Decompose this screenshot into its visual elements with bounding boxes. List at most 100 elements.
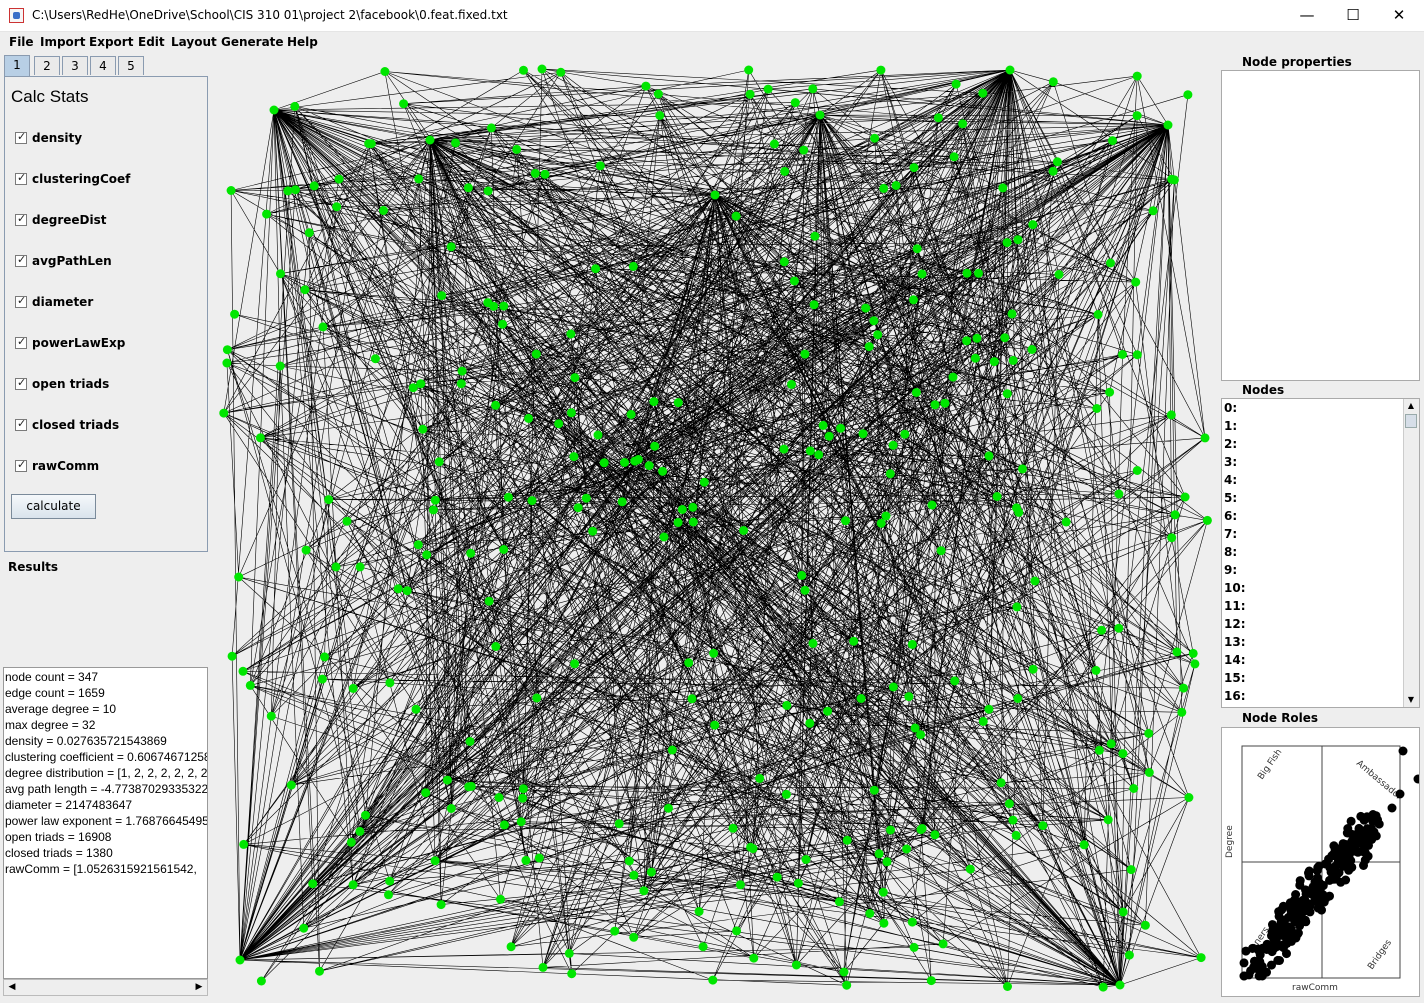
graph-node[interactable] [888, 440, 898, 450]
graph-node[interactable] [659, 532, 669, 542]
graph-node[interactable] [1038, 821, 1048, 831]
graph-node[interactable] [639, 886, 649, 896]
graph-node[interactable] [888, 682, 898, 692]
close-button[interactable]: ✕ [1392, 6, 1406, 24]
graph-node[interactable] [532, 693, 542, 703]
graph-node[interactable] [748, 844, 758, 854]
graph-node[interactable] [628, 261, 638, 271]
graph-node[interactable] [824, 431, 834, 441]
graph-node[interactable] [805, 718, 815, 728]
graph-nodes[interactable] [219, 64, 1212, 992]
graph-node[interactable] [1054, 270, 1064, 279]
graph-node[interactable] [483, 298, 493, 308]
graph-node[interactable] [385, 876, 395, 886]
graph-node[interactable] [219, 408, 229, 418]
graph-node[interactable] [965, 864, 975, 874]
graph-node[interactable] [808, 84, 818, 94]
graph-node[interactable] [413, 540, 423, 550]
graph-node[interactable] [379, 206, 388, 215]
graph-node[interactable] [537, 64, 547, 74]
graph-node[interactable] [399, 99, 409, 109]
graph-node[interactable] [1183, 90, 1193, 100]
graph-node[interactable] [926, 976, 936, 986]
graph-node[interactable] [1030, 576, 1040, 586]
graph-node[interactable] [911, 388, 921, 397]
graph-node[interactable] [486, 123, 496, 133]
graph-node[interactable] [269, 105, 279, 115]
graph-node[interactable] [239, 839, 249, 849]
graph-node[interactable] [499, 820, 509, 830]
graph-node[interactable] [787, 379, 796, 389]
graph-node[interactable] [1129, 784, 1139, 793]
graph-node[interactable] [818, 420, 828, 430]
graph-node[interactable] [799, 145, 809, 155]
graph-node[interactable] [1011, 830, 1021, 840]
graph-node[interactable] [620, 458, 629, 467]
graph-node[interactable] [402, 586, 412, 596]
graph-node[interactable] [869, 785, 879, 795]
graph-node[interactable] [567, 969, 577, 979]
graph-node[interactable] [309, 181, 319, 191]
graph-node[interactable] [1132, 71, 1142, 81]
node-list-item[interactable]: 0: [1224, 401, 1238, 415]
graph-node[interactable] [749, 953, 759, 963]
graph-node[interactable] [234, 572, 244, 582]
graph-node[interactable] [408, 383, 418, 393]
graph-node[interactable] [222, 345, 232, 355]
graph-node[interactable] [570, 373, 580, 383]
scroll-up-arrow-icon[interactable]: ▲ [1407, 401, 1415, 410]
graph-node[interactable] [958, 119, 968, 129]
graph-node[interactable] [484, 596, 494, 606]
graph-node[interactable] [1061, 517, 1071, 527]
graph-node[interactable] [491, 400, 501, 410]
graph-node[interactable] [230, 309, 240, 319]
graph-node[interactable] [425, 135, 435, 145]
nodes-list[interactable]: 0: 1: 2: 3: 4: 5: 6: 7: 8: 9: 10: 11: 12: 13: 14: 15: 16… [1221, 398, 1420, 708]
graph-canvas[interactable] [210, 55, 1220, 999]
graph-node[interactable] [688, 517, 698, 527]
node-list-item[interactable]: 15: [1224, 671, 1246, 685]
graph-node[interactable] [1098, 982, 1108, 992]
graph-node[interactable] [881, 511, 891, 521]
results-text-area[interactable]: node count = 347 edge count = 1659 average… [3, 667, 208, 979]
graph-node[interactable] [917, 269, 927, 279]
graph-node[interactable] [688, 502, 698, 512]
graph-node[interactable] [1003, 982, 1012, 991]
graph-node[interactable] [1140, 920, 1150, 930]
graph-node[interactable] [466, 781, 476, 791]
graph-node[interactable] [430, 856, 440, 866]
graph-node[interactable] [673, 518, 683, 527]
graph-node[interactable] [772, 872, 782, 882]
graph-node[interactable] [989, 357, 999, 367]
graph-node[interactable] [1188, 648, 1198, 658]
graph-node[interactable] [451, 138, 460, 148]
graph-node[interactable] [348, 880, 358, 890]
graph-node[interactable] [891, 181, 901, 190]
graph-node[interactable] [780, 166, 790, 176]
graph-node[interactable] [1180, 492, 1190, 502]
graph-node[interactable] [566, 329, 576, 339]
graph-node[interactable] [238, 666, 248, 676]
graph-node[interactable] [653, 89, 663, 99]
graph-node[interactable] [735, 880, 745, 890]
graph-node[interactable] [970, 353, 980, 363]
graph-node[interactable] [524, 413, 534, 423]
graph-node[interactable] [617, 497, 627, 507]
graph-node[interactable] [518, 784, 528, 794]
graph-node[interactable] [599, 458, 609, 468]
graph-node[interactable] [916, 730, 926, 740]
graph-node[interactable] [673, 398, 683, 408]
graph-node[interactable] [446, 242, 456, 252]
graph-node[interactable] [876, 518, 886, 528]
graph-node[interactable] [917, 824, 927, 833]
graph-node[interactable] [245, 680, 255, 690]
graph-node[interactable] [815, 110, 825, 120]
graph-node[interactable] [1093, 310, 1103, 319]
node-list-item[interactable]: 13: [1224, 635, 1246, 649]
checkbox-checked-icon[interactable] [15, 212, 27, 226]
graph-node[interactable] [564, 948, 574, 958]
scroll-down-arrow-icon[interactable]: ▼ [1407, 695, 1415, 704]
graph-node[interactable] [512, 144, 522, 154]
graph-node[interactable] [655, 111, 665, 120]
graph-node[interactable] [304, 228, 314, 238]
